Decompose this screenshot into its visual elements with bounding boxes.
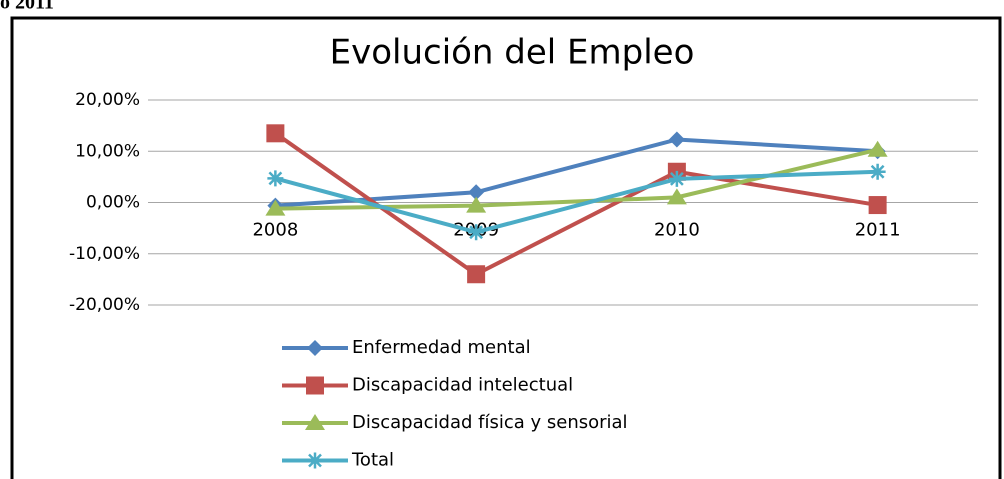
marker <box>868 196 887 215</box>
legend-label: Discapacidad intelectual <box>352 375 573 396</box>
x-tick-label: 2011 <box>855 220 901 241</box>
legend-label: Total <box>351 450 394 471</box>
marker <box>265 199 286 216</box>
marker <box>267 170 284 187</box>
y-tick-label: -10,00% <box>69 244 140 264</box>
marker <box>467 265 486 284</box>
marker <box>668 131 685 148</box>
marker <box>266 124 285 143</box>
y-tick-label: 10,00% <box>75 141 140 161</box>
legend-marker <box>305 414 325 430</box>
marker <box>668 170 685 187</box>
chart-title: Evolución del Empleo <box>330 33 695 73</box>
marker <box>666 188 687 205</box>
y-tick-label: 0,00% <box>86 193 140 213</box>
marker <box>869 163 886 180</box>
legend-label: Discapacidad física y sensorial <box>352 412 628 433</box>
chart-frame <box>10 16 1002 479</box>
x-tick-label: 2008 <box>252 220 298 241</box>
marker <box>867 140 888 157</box>
x-tick-label: 2010 <box>654 220 700 241</box>
legend-marker <box>307 452 323 469</box>
y-tick-label: -20,00% <box>69 295 140 315</box>
marker <box>468 224 485 241</box>
series-line <box>274 169 878 235</box>
marker <box>466 196 487 213</box>
series-line <box>275 137 878 208</box>
marker <box>468 184 485 201</box>
y-tick-label: 20,00% <box>75 90 140 110</box>
legend-label: Enfermedad mental <box>352 337 531 358</box>
page-header: o 2011 <box>0 0 54 14</box>
legend-marker <box>307 340 323 356</box>
legend-marker <box>306 376 324 395</box>
